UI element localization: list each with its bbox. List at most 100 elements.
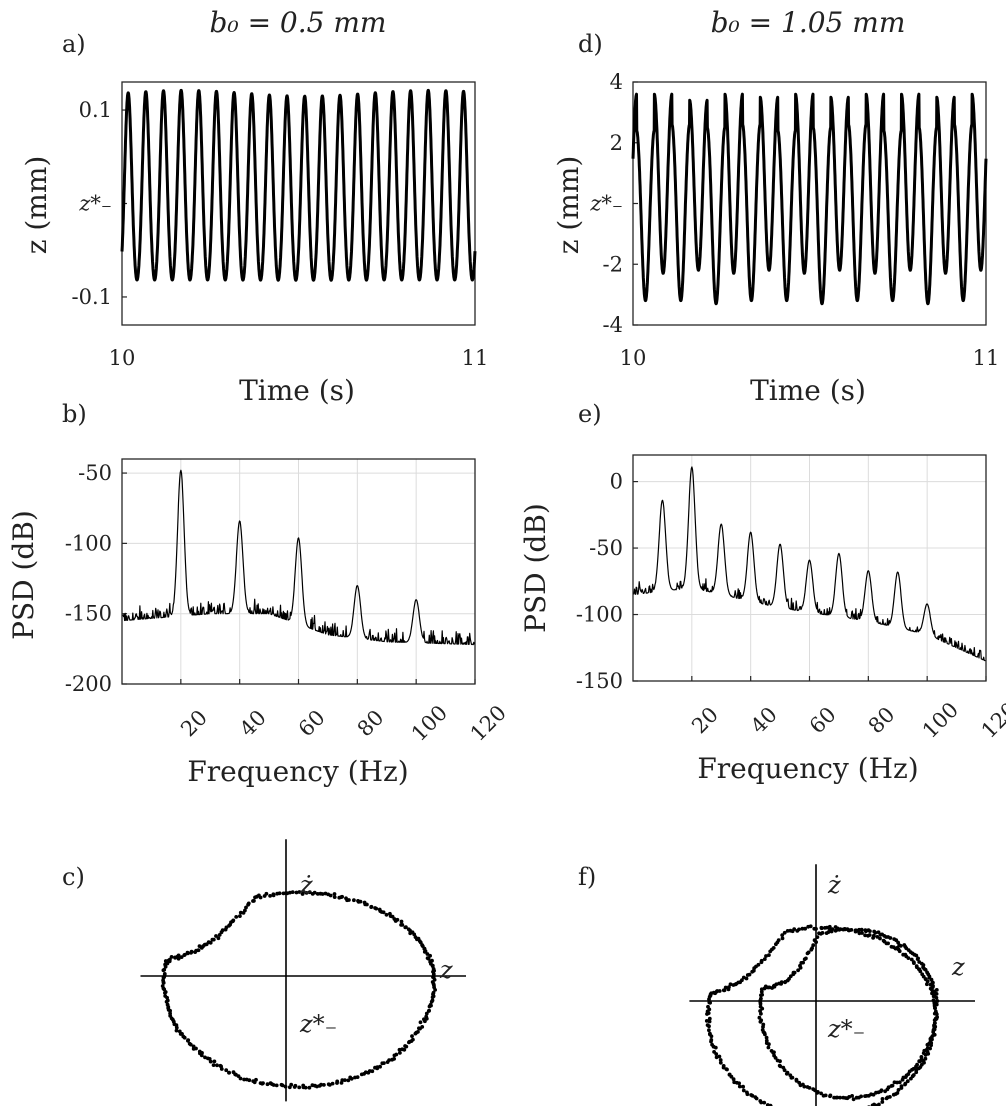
phase-dot-c-l1-249 xyxy=(319,1082,323,1087)
phase-dot-c-l1-131 xyxy=(193,950,198,954)
phase-dot-f-l2-4 xyxy=(934,995,939,1000)
phase-dot-c-l1-315 xyxy=(431,990,436,995)
phase-dot-f-l2-145 xyxy=(784,1071,789,1076)
phase-dot-f-l1-78 xyxy=(785,929,790,933)
phase-dot-f-l1-71 xyxy=(803,926,807,931)
phase-dot-f-l2-195 xyxy=(897,1080,902,1085)
phase-dot-c-l1-116 xyxy=(219,930,224,935)
phase-dot-c-l1-52 xyxy=(369,904,374,909)
phase-dot-c-l1-204 xyxy=(208,1059,213,1064)
phase-dot-c-l1-102 xyxy=(244,905,248,910)
phase-dot-f-l1-110 xyxy=(726,987,731,992)
phase-dot-f-l2-71 xyxy=(815,935,820,939)
phase-dot-f-l2-78 xyxy=(805,951,810,956)
phase-xlabel-c: z xyxy=(439,956,453,984)
phase-dot-c-l1-207 xyxy=(215,1063,219,1068)
phase-dot-c-l1-189 xyxy=(182,1035,187,1040)
phase-dot-c-l1-97 xyxy=(253,895,257,900)
panel-a: a) 0.1 z*₋ -0.1 10 11 Time (s) z (mm) xyxy=(20,30,488,407)
phase-dot-f-l1-27 xyxy=(911,960,916,964)
series-line-e xyxy=(633,466,986,662)
phase-dot-f-l2-139 xyxy=(778,1059,782,1064)
phase-dot-f-l1-222 xyxy=(888,1095,892,1099)
phase-dot-f-l1-146 xyxy=(714,1052,719,1056)
phase-dot-c-l1-15 xyxy=(428,953,432,958)
phase-dot-c-l1-147 xyxy=(166,958,171,963)
phase-dot-f-l2-74 xyxy=(811,943,816,948)
phase-dot-f-l2-163 xyxy=(823,1093,828,1098)
phase-dot-f-l1-170 xyxy=(754,1096,759,1101)
phase-dot-f-l2-173 xyxy=(847,1095,852,1099)
series-line-d xyxy=(631,92,988,306)
phase-dot-f-l1-130 xyxy=(705,1012,709,1016)
phase-dot-f-l2-23 xyxy=(917,960,922,964)
xtick-label-e-2: 60 xyxy=(805,702,841,738)
phase-dot-f-l2-223 xyxy=(932,1021,937,1025)
phase-dot-c-l1-90 xyxy=(271,892,276,897)
phase-dot-f-l1-135 xyxy=(707,1024,711,1029)
phase-dot-f-l1-64 xyxy=(823,926,827,930)
phase-dot-f-l2-85 xyxy=(796,968,800,973)
phase-dot-f-l2-110 xyxy=(759,993,763,998)
phase-dot-f-l2-161 xyxy=(819,1091,823,1096)
phase-dot-c-l1-161 xyxy=(161,981,166,985)
panel-c: c) z ż z*₋ xyxy=(62,839,466,1102)
panel-label-c: c) xyxy=(62,863,85,891)
y-axis-label-b: PSD (dB) xyxy=(7,510,40,640)
phase-dot-c-l1-219 xyxy=(242,1077,247,1082)
panel-label-e: e) xyxy=(578,400,602,428)
phase-dot-f-l2-80 xyxy=(802,957,807,962)
phase-dot-f-l1-72 xyxy=(800,926,805,931)
phase-dot-c-l1-170 xyxy=(164,999,169,1004)
phase-dot-c-l1-196 xyxy=(194,1046,198,1051)
phase-dot-f-l2-60 xyxy=(841,927,845,932)
phase-dot-c-l1-73 xyxy=(315,892,320,896)
phase-dot-c-l1-255 xyxy=(335,1079,340,1084)
phase-dot-f-l1-218 xyxy=(880,1100,885,1104)
phase-dot-c-l1-12 xyxy=(430,958,434,963)
xtick-label-b-3: 80 xyxy=(353,705,389,741)
phase-dot-c-l1-258 xyxy=(343,1078,347,1082)
phase-dot-f-l2-88 xyxy=(791,972,796,977)
phase-dot-f-l1-133 xyxy=(707,1019,712,1024)
phase-dot-f-l2-132 xyxy=(766,1045,771,1050)
phase-dot-c-l1-37 xyxy=(399,919,404,924)
phase-dot-c-l1-201 xyxy=(203,1055,207,1060)
phase-dot-c-l1-70 xyxy=(323,891,328,896)
phase-dot-f-l1-81 xyxy=(780,936,785,941)
phase-dot-c-l1-107 xyxy=(234,915,239,919)
phase-dot-c-l1-76 xyxy=(307,890,312,895)
phase-dot-f-l2-165 xyxy=(828,1094,832,1099)
phase-dot-f-l2-53 xyxy=(857,927,861,932)
phase-dot-c-l1-211 xyxy=(224,1068,229,1073)
phase-dot-c-l1-184 xyxy=(174,1028,179,1033)
phase-dot-c-l1-175 xyxy=(168,1008,173,1013)
phase-dot-f-l2-55 xyxy=(853,928,858,933)
panel-b-plot: -50 -100 -150 -200 20 40 60 80 100 120 xyxy=(65,458,511,746)
phase-dot-f-l1-49 xyxy=(863,933,867,938)
phase-dot-c-l1-301 xyxy=(422,1017,426,1022)
panel-d-plot: 4 2 z*₋ -2 -4 10 11 xyxy=(589,70,999,370)
phase-dot-f-l2-45 xyxy=(876,930,881,935)
phase-dot-f-l2-63 xyxy=(833,928,838,933)
phase-dot-c-l1-200 xyxy=(199,1053,204,1058)
panel-label-a: a) xyxy=(62,30,86,58)
phase-dot-c-l1-81 xyxy=(294,890,299,895)
ytick-label-d-4: -4 xyxy=(603,313,623,337)
phase-dot-c-l1-62 xyxy=(344,896,348,901)
phase-dot-f-l1-172 xyxy=(759,1100,764,1105)
phase-dot-f-l1-101 xyxy=(741,975,746,980)
xtick-label-b-1: 40 xyxy=(235,705,271,741)
panel-label-d: d) xyxy=(578,30,603,58)
phase-dot-f-l2-38 xyxy=(892,937,897,941)
phase-dot-c-l1-261 xyxy=(349,1076,354,1081)
panel-label-f: f) xyxy=(578,863,596,891)
phase-dot-c-l1-240 xyxy=(297,1085,302,1090)
phase-dot-f-l1-228 xyxy=(899,1084,904,1088)
phase-dot-f-l1-162 xyxy=(737,1084,742,1089)
phase-dot-c-l1-36 xyxy=(399,923,403,927)
panel-f-plot xyxy=(689,864,975,1106)
phase-dot-f-l1-225 xyxy=(895,1091,900,1095)
phase-dot-f-l1-28 xyxy=(909,957,914,962)
